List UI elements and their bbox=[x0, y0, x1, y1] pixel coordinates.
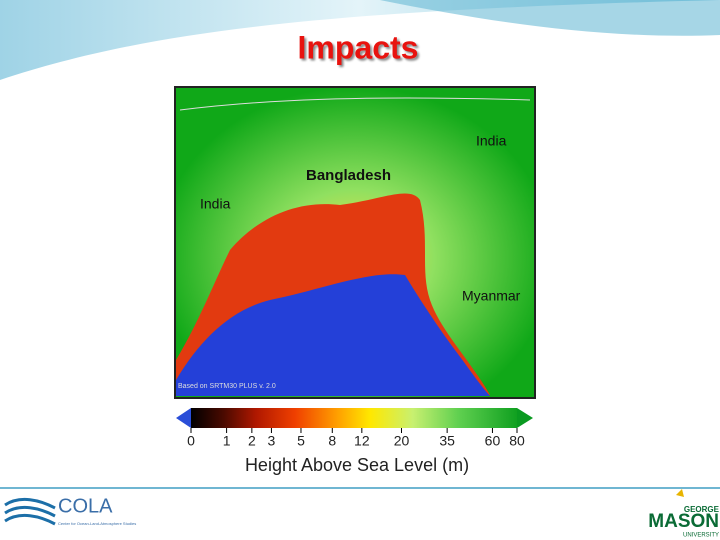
colorbar-tick-label: 8 bbox=[328, 433, 336, 449]
header-swoosh bbox=[0, 0, 720, 80]
colorbar-end bbox=[517, 408, 533, 428]
logo-text: COLA bbox=[58, 495, 113, 517]
sea bbox=[176, 274, 490, 396]
gmu-logo: GEORGE MASON UNIVERSITY bbox=[648, 489, 720, 539]
map-source: Based on SRTM30 PLUS v. 2.0 bbox=[178, 383, 276, 390]
colorbar-tick-label: 3 bbox=[268, 433, 276, 449]
colorbar-tick-label: 20 bbox=[394, 433, 410, 449]
logo-text: GEORGE bbox=[684, 505, 720, 514]
colorbar bbox=[176, 408, 533, 428]
colorbar-label: Height Above Sea Level (m) bbox=[245, 455, 469, 475]
colorbar-tick-label: 12 bbox=[354, 433, 370, 449]
border bbox=[179, 97, 531, 111]
colorbar-tick-label: 5 bbox=[297, 433, 305, 449]
colorbar-tick-label: 2 bbox=[248, 433, 256, 449]
logo-text: UNIVERSITY bbox=[683, 533, 719, 539]
colorbar-gradient bbox=[191, 408, 517, 428]
colorbar-tick-label: 80 bbox=[509, 433, 525, 449]
header-swoosh bbox=[380, 0, 720, 36]
logo-waves bbox=[4, 497, 56, 526]
slide-title: Impacts bbox=[298, 29, 419, 65]
logo-subtext: Center for Ocean-Land-Atmosphere Studies bbox=[58, 521, 136, 526]
colorbar-end bbox=[176, 408, 191, 428]
map-label: Bangladesh bbox=[306, 167, 391, 184]
logo-text: MASON bbox=[648, 511, 719, 532]
cola-logo: COLA Center for Ocean-Land-Atmosphere St… bbox=[4, 495, 136, 526]
colorbar-tick-label: 0 bbox=[187, 433, 195, 449]
colorbar-tick-label: 60 bbox=[485, 433, 501, 449]
logo-mark bbox=[676, 489, 684, 497]
map-label: Myanmar bbox=[462, 288, 521, 304]
colorbar-tick-label: 35 bbox=[439, 433, 455, 449]
colorbar-tick-label: 1 bbox=[223, 433, 231, 449]
map-label: India bbox=[476, 133, 507, 149]
map-label: India bbox=[200, 196, 231, 212]
map bbox=[174, 86, 536, 399]
